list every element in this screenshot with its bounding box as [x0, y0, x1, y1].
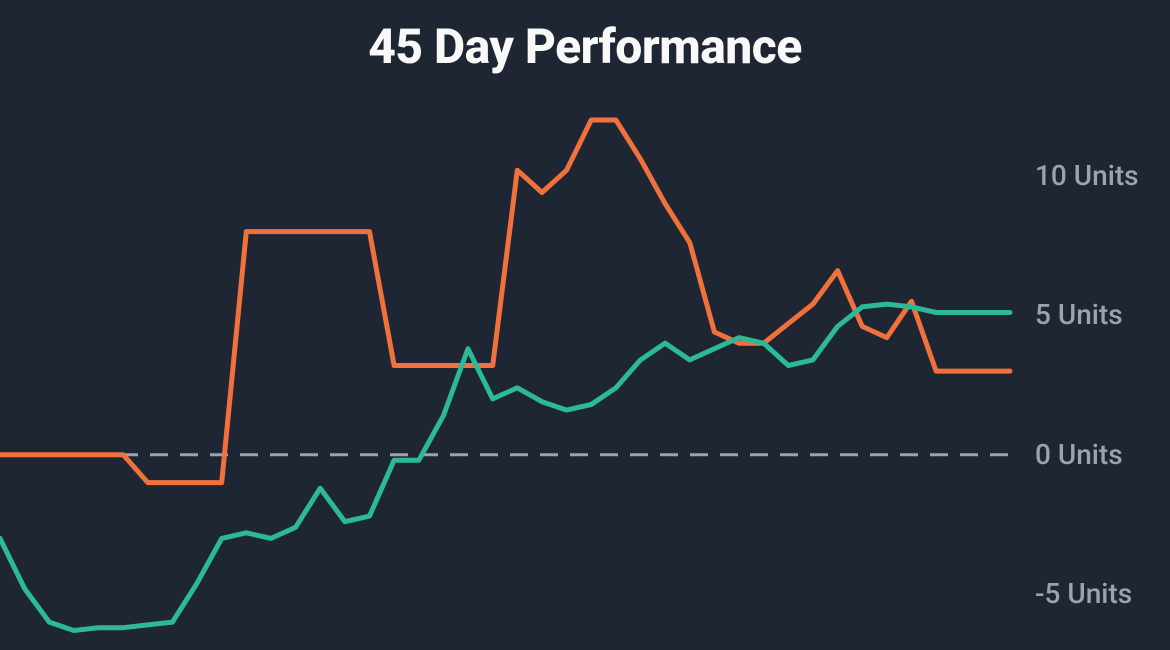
y-axis-label: 0 Units	[1035, 438, 1123, 471]
y-axis-label: 10 Units	[1035, 159, 1139, 192]
y-axis-label: -5 Units	[1035, 577, 1132, 610]
chart-plot-area: 10 Units 5 Units 0 Units -5 Units	[0, 0, 1170, 650]
series-orange	[0, 120, 1010, 483]
series-green	[0, 304, 1010, 630]
chart-svg	[0, 0, 1170, 650]
chart-container: 45 Day Performance 10 Units5 Units0 Unit…	[0, 0, 1170, 650]
y-axis-label: 5 Units	[1035, 298, 1123, 331]
